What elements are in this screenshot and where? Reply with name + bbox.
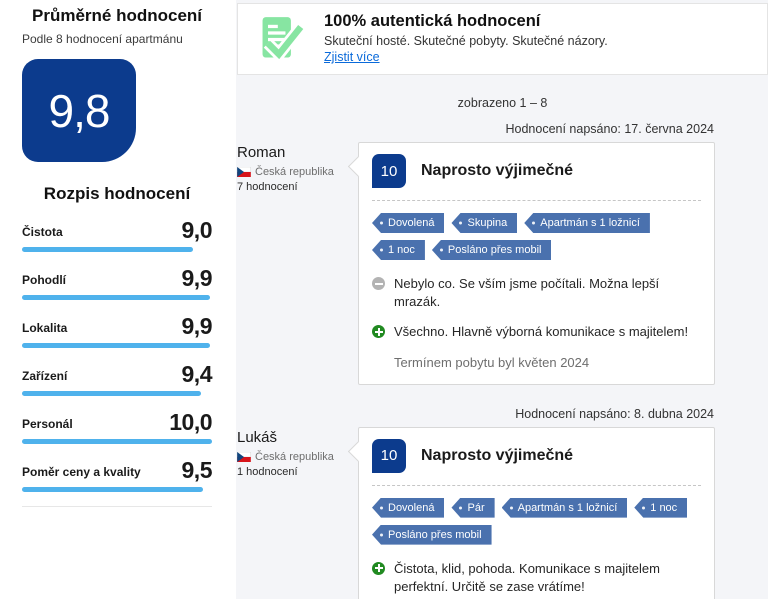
reviewer-review-count: 7 hodnocení [237,181,298,193]
banner-title: 100% autentická hodnocení [324,12,541,30]
reviews-list: Hodnocení napsáno: 17. června 2024 Roman [237,122,715,599]
tag-dot-icon [380,533,383,537]
review-tag: Dovolená [372,213,445,233]
tag-dot-icon [532,221,536,225]
breakdown-label: Pohodlí [22,273,66,287]
rating-bar [22,343,212,348]
stay-period-text: Termínem pobytu byl květen 2024 [394,354,590,370]
reviewer-info: Lukáš Česká republika 1 hod [237,427,358,599]
rating-count-subtitle: Podle 8 hodnocení apartmánu [22,32,183,46]
pagination-status: zobrazeno 1 – 8 [457,96,548,110]
review-score-title: Naprosto výjimečné [421,446,574,464]
tag-dot-icon [459,221,463,225]
rating-bar [22,487,212,492]
tag-dot-icon [459,506,463,510]
rating-breakdown-list: Čistota 9,0 Pohodlí 9,9 Lokalita 9,9 [22,217,213,507]
review-negative-line: Nebylo co. Se vším jsme počítali. Možna … [372,275,701,311]
reviews-panel: 100% autentická hodnocení Skuteční hosté… [236,0,768,599]
breakdown-label: Lokalita [22,321,68,335]
breakdown-label: Zařízení [22,369,68,383]
breakdown-value: 9,9 [181,313,213,339]
breakdown-value: 10,0 [169,409,212,435]
rating-bar [22,391,212,396]
rating-bar [22,247,212,252]
reviewer-review-count: 1 hodnocení [237,465,298,478]
review-positive-text: Čistota, klid, pohoda. Komunikace s maji… [394,560,660,594]
divider [372,484,701,486]
tag-dot-icon [509,506,513,510]
plus-circle-icon [372,325,385,339]
average-rating-title: Průměrné hodnocení [31,6,203,25]
minus-circle-icon [372,277,385,290]
review-tag: Posláno přes mobil [431,240,552,260]
review-tag: Apartmán s 1 ložnicí [524,213,650,233]
review-score-title: Naprosto výjimečné [421,162,574,179]
review-card: 10 Naprosto výjimečné Dovolená Skupina A… [358,142,715,385]
czech-flag-icon [237,451,251,462]
review-tag: Apartmán s 1 ložnicí [501,497,628,518]
reviewer-country: Česká republika [255,166,334,178]
review-date: Hodnocení napsáno: 8. dubna 2024 [515,406,714,421]
overall-score-badge: 9,8 [22,59,136,162]
tag-dot-icon [380,221,383,225]
learn-more-link[interactable]: Zjistit více [324,50,380,64]
review-positive-text: Všechno. Hlavně výborná komunikace s maj… [394,324,689,340]
breakdown-value: 9,5 [181,457,213,483]
breakdown-value: 9,9 [181,265,213,291]
breakdown-label: Poměr ceny a kvality [22,465,141,479]
tag-dot-icon [642,506,646,510]
banner-subtitle: Skuteční hosté. Skutečné pobyty. Skutečn… [324,34,608,48]
tag-dot-icon [380,506,383,510]
review-tag: 1 noc [372,240,425,260]
review-card: 10 Naprosto výjimečné Dovolená Pár Apart… [358,426,715,599]
review-positive-line: Všechno. Hlavně výborná komunikace s maj… [372,323,701,341]
reviewer-country: Česká republika [255,450,334,463]
review-tag: Skupina [451,213,518,233]
rating-bar [22,439,212,444]
reviewer-info: Roman Česká republika 7 hod [237,142,358,385]
review-tag: Posláno přes mobil [372,524,492,545]
breakdown-value: 9,4 [181,361,213,387]
breakdown-title: Rozpis hodnocení [43,184,191,203]
review-tag: 1 noc [634,497,688,518]
reviewer-name: Roman [237,144,286,161]
authentic-reviews-banner: 100% autentická hodnocení Skuteční hosté… [237,3,768,75]
review-score-badge: 10 [372,154,406,188]
breakdown-label: Personál [22,417,73,431]
breakdown-label: Čistota [22,225,63,239]
breakdown-row-personal: Personál 10,0 [22,409,212,444]
review-positive-line: Čistota, klid, pohoda. Komunikace s maji… [372,560,701,596]
breakdown-row-zarizeni: Zařízení 9,4 [22,361,213,396]
review-negative-text: Nebylo co. Se vším jsme počítali. Možna … [394,276,660,310]
plus-circle-icon [372,561,385,575]
tag-dot-icon [439,248,443,252]
review-score-badge: 10 [372,438,406,473]
breakdown-row-lokalita: Lokalita 9,9 [22,313,213,348]
breakdown-row-cistota: Čistota 9,0 [22,217,213,252]
breakdown-row-pohodli: Pohodlí 9,9 [22,265,213,300]
rating-bar [22,295,212,300]
breakdown-value: 9,0 [181,217,213,243]
rating-sidebar: Průměrné hodnocení Podle 8 hodnocení apa… [0,0,236,599]
review-tags: Dovolená Skupina Apartmán s 1 ložnicí 1 … [372,201,701,263]
review-item: Hodnocení napsáno: 8. dubna 2024 Lukáš [237,407,715,599]
breakdown-row-pomer-ceny: Poměr ceny a kvality 9,5 [22,457,213,492]
review-tag: Pár [451,497,495,518]
review-date: Hodnocení napsáno: 17. června 2024 [505,122,715,136]
review-tags: Dovolená Pár Apartmán s 1 ložnicí 1 noc … [372,486,701,548]
reviewer-name: Lukáš [237,428,278,446]
checklist-check-icon [254,15,306,63]
review-item: Hodnocení napsáno: 17. června 2024 Roman [237,122,715,385]
review-tag: Dovolená [372,497,445,518]
czech-flag-icon [237,167,251,177]
divider [372,200,701,201]
tag-dot-icon [380,248,383,252]
